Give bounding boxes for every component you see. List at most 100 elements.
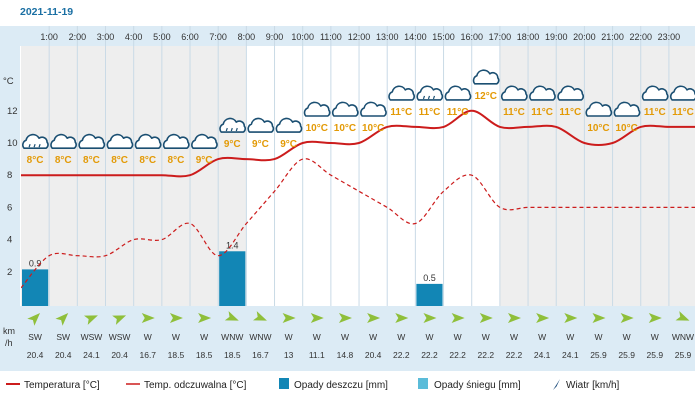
y-tick-label: 2	[7, 267, 12, 278]
legend-rain-label: Opady deszczu [mm]	[294, 380, 388, 391]
wind-arrow-shape	[507, 313, 521, 323]
wind-direction: SW	[28, 332, 42, 342]
hour-label: 2:00	[69, 32, 87, 42]
wind-arrow-shape	[564, 313, 578, 323]
cloud-icon	[134, 133, 162, 149]
hour-label: 21:00	[601, 32, 624, 42]
wind-arrow-icon	[27, 313, 41, 326]
wind-speed: 22.2	[393, 350, 410, 360]
hour-label: 12:00	[348, 32, 371, 42]
hour-label: 13:00	[376, 32, 399, 42]
temp-label: 8°C	[168, 155, 185, 166]
cloud-rain-icon	[219, 117, 247, 133]
hour-label: 22:00	[629, 32, 652, 42]
hour-label: 10:00	[291, 32, 314, 42]
wind-speed: 25.9	[590, 350, 607, 360]
wind-speed: 25.9	[618, 350, 635, 360]
cloud-shape	[416, 85, 444, 101]
y-axis-unit: °C	[3, 76, 14, 87]
cloud-icon	[303, 101, 331, 117]
temp-label: 10°C	[334, 123, 356, 134]
wind-arrow-icon	[112, 315, 127, 325]
wind-arrow-icon	[367, 313, 381, 323]
wind-row-bg	[20, 306, 695, 371]
wind-direction: WSW	[109, 332, 131, 342]
wind-speed: 18.5	[196, 350, 213, 360]
wind-direction: W	[482, 332, 490, 342]
wind-speed: 16.7	[252, 350, 269, 360]
cloud-icon	[106, 133, 134, 149]
temp-label: 11°C	[447, 107, 469, 118]
cloud-icon	[472, 69, 500, 85]
cloud-shape	[472, 69, 500, 85]
cloud-icon	[360, 101, 387, 117]
legend-snow-swatch	[418, 378, 428, 389]
cloud-shape	[500, 85, 528, 101]
hour-label: 1:00	[40, 32, 58, 42]
wind-speed: 20.4	[365, 350, 382, 360]
wind-arrow-shape	[112, 315, 127, 325]
y-tick-label: 10	[7, 138, 18, 149]
temp-label: 11°C	[390, 107, 412, 118]
wind-arrow-shape	[27, 313, 41, 326]
wind-speed: 22.2	[478, 350, 495, 360]
wind-direction: W	[172, 332, 180, 342]
wind-arrow-icon	[592, 313, 606, 323]
legend-snow-label: Opady śniegu [mm]	[434, 380, 521, 391]
legend: Temperatura [°C] Temp. odczuwalna [°C] O…	[6, 378, 620, 391]
wind-speed: 18.5	[224, 350, 241, 360]
rain-bar	[22, 269, 49, 306]
wind-arrow-icon	[253, 311, 267, 321]
hour-label: 5:00	[153, 32, 171, 42]
temp-label: 11°C	[672, 107, 694, 118]
wind-speed: 22.2	[449, 350, 466, 360]
hour-label: 9:00	[266, 32, 284, 42]
cloud-icon	[500, 85, 528, 101]
temp-label: 10°C	[362, 123, 384, 134]
cloud-shape	[50, 133, 77, 149]
wind-arrow-shape	[253, 311, 267, 321]
y-tick-label: 12	[7, 106, 18, 117]
wind-direction: W	[144, 332, 152, 342]
raindrop	[230, 127, 233, 132]
temp-label: 8°C	[83, 155, 100, 166]
legend-feels-label: Temp. odczuwalna [°C]	[144, 380, 247, 391]
cloud-icon	[585, 101, 613, 117]
cloud-icon	[191, 133, 218, 149]
wind-arrow-icon	[564, 313, 578, 323]
cloud-rain-icon	[416, 85, 444, 101]
cloud-shape	[303, 101, 331, 117]
cloud-shape	[444, 85, 472, 101]
wind-speed: 22.2	[506, 350, 523, 360]
cloud-icon	[388, 85, 416, 101]
raindrop	[235, 127, 238, 132]
wind-direction: WSW	[81, 332, 103, 342]
chart-date: 2021-11-19	[20, 6, 73, 18]
cloud-icon	[529, 85, 556, 101]
wind-speed: 11.1	[309, 350, 325, 360]
hour-label: 8:00	[238, 32, 256, 42]
temp-label: 9°C	[196, 155, 213, 166]
cloud-shape	[613, 101, 641, 117]
wind-arrow-icon	[536, 313, 550, 323]
wind-direction: W	[594, 332, 602, 342]
wind-arrow-icon	[675, 311, 690, 321]
legend-wind-arrow-icon	[553, 379, 560, 390]
wind-arrow-icon	[282, 313, 296, 323]
cloud-shape	[191, 133, 218, 149]
cloud-rain-icon	[22, 133, 49, 149]
cloud-shape	[247, 117, 275, 133]
cloud-shape	[641, 85, 669, 101]
wind-arrow-shape	[310, 313, 324, 323]
hour-header-bg	[20, 26, 695, 46]
y-tick-label: 6	[7, 202, 12, 213]
wind-arrow-shape	[479, 313, 493, 323]
rain-value-label: 1.4	[226, 240, 239, 250]
wind-speed: 13	[284, 350, 294, 360]
wind-direction: W	[566, 332, 574, 342]
cloud-shape	[134, 133, 162, 149]
temp-label: 8°C	[139, 155, 156, 166]
wind-speed: 20.4	[111, 350, 128, 360]
cloud-icon	[613, 101, 641, 117]
temp-label: 11°C	[531, 107, 553, 118]
